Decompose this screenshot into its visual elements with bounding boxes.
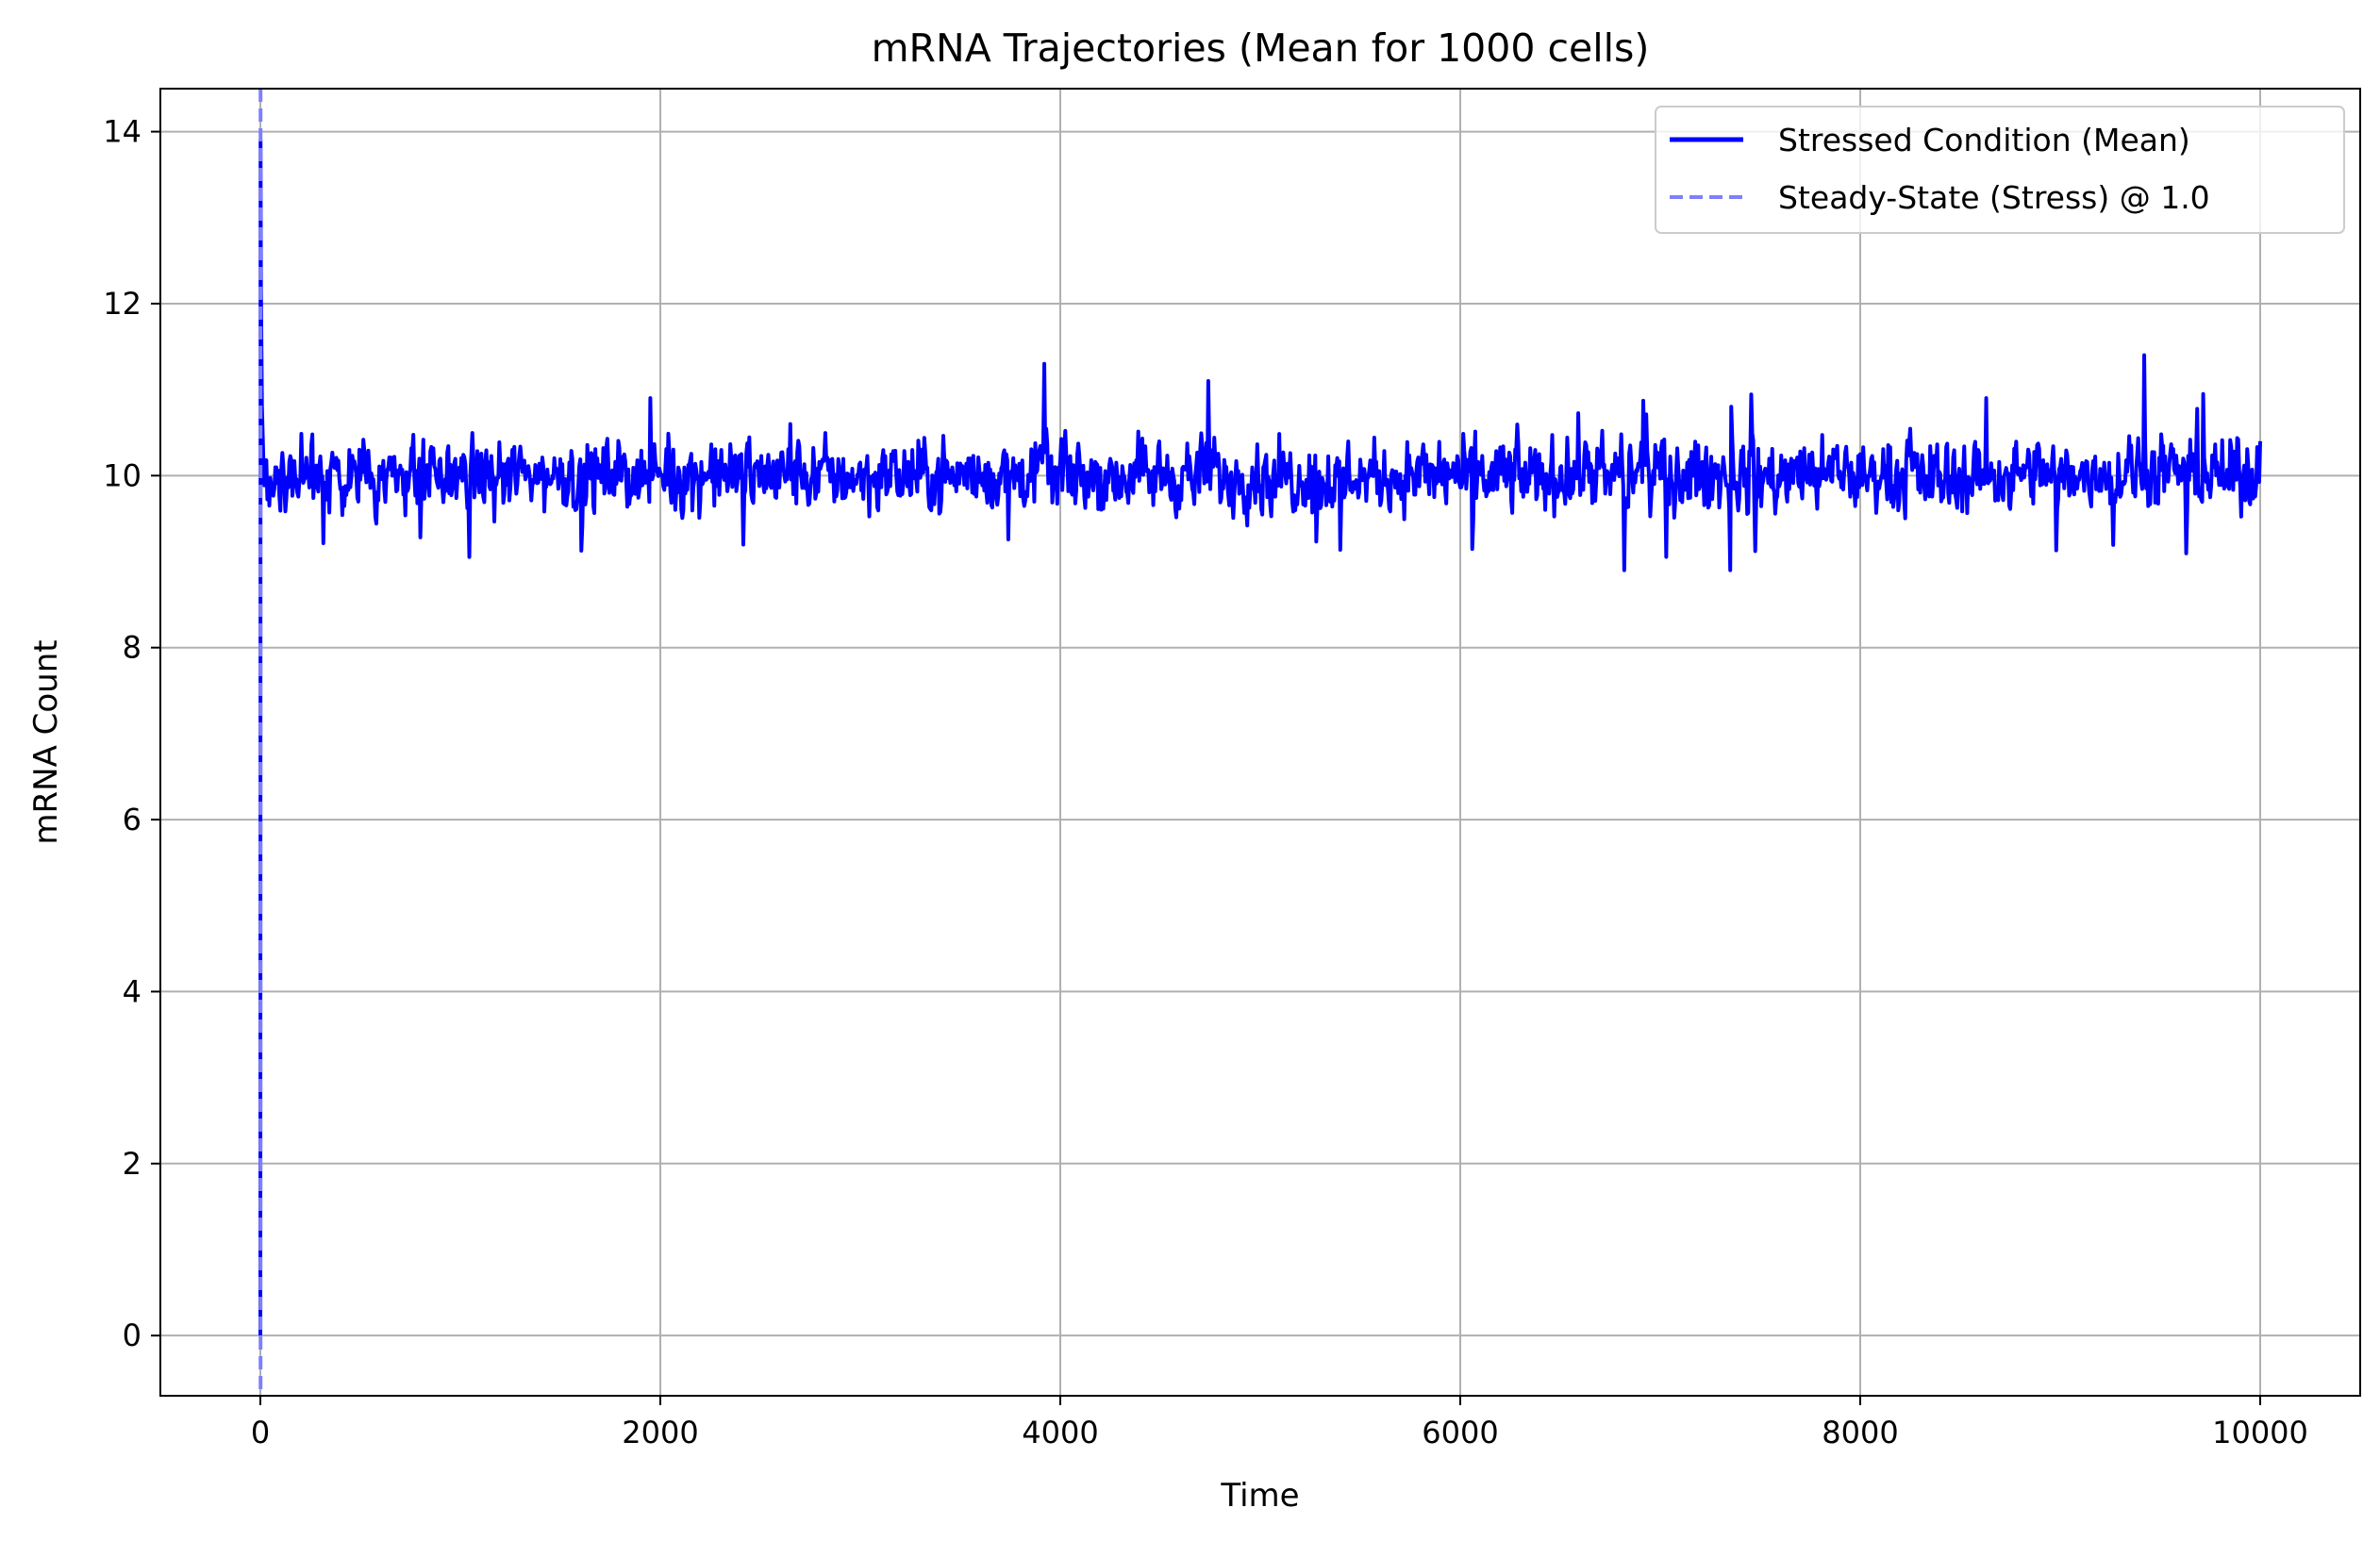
y-tick-label: 10	[103, 457, 141, 493]
y-tick-label: 2	[123, 1146, 141, 1182]
series-layer	[258, 89, 2262, 1396]
y-tick-label: 6	[123, 802, 141, 837]
x-tick-label: 10000	[2212, 1415, 2308, 1450]
legend-label-steady-state: Steady-State (Stress) @ 1.0	[1778, 179, 2210, 216]
y-tick-label: 0	[123, 1317, 141, 1353]
grid-lines	[160, 89, 2360, 1396]
y-tick-label: 4	[123, 973, 141, 1009]
legend-box	[1655, 106, 2345, 234]
legend-label-stressed: Stressed Condition (Mean)	[1778, 122, 2190, 158]
legend: Stressed Condition (Mean) Steady-State (…	[1655, 106, 2345, 234]
x-tick-label: 0	[251, 1415, 270, 1450]
axes-frame	[159, 88, 2361, 1397]
x-axis-ticks: 0 2000 4000 6000 8000 10000	[251, 1396, 2308, 1450]
x-tick-label: 2000	[622, 1415, 698, 1450]
y-axis-ticks: 0 2 4 6 8 10 12 14	[103, 114, 160, 1353]
y-tick-label: 12	[103, 286, 141, 322]
series-line-stressed	[258, 138, 2262, 1336]
x-tick-label: 6000	[1422, 1415, 1498, 1450]
chart-title: mRNA Trajectories (Mean for 1000 cells)	[872, 25, 1650, 71]
y-axis-label: mRNA Count	[27, 639, 65, 844]
x-tick-label: 8000	[1822, 1415, 1898, 1450]
plot-area	[258, 89, 2262, 1396]
x-axis-label: Time	[1220, 1477, 1299, 1515]
y-tick-label: 14	[103, 114, 141, 150]
y-tick-label: 8	[123, 630, 141, 666]
x-tick-label: 4000	[1022, 1415, 1098, 1450]
